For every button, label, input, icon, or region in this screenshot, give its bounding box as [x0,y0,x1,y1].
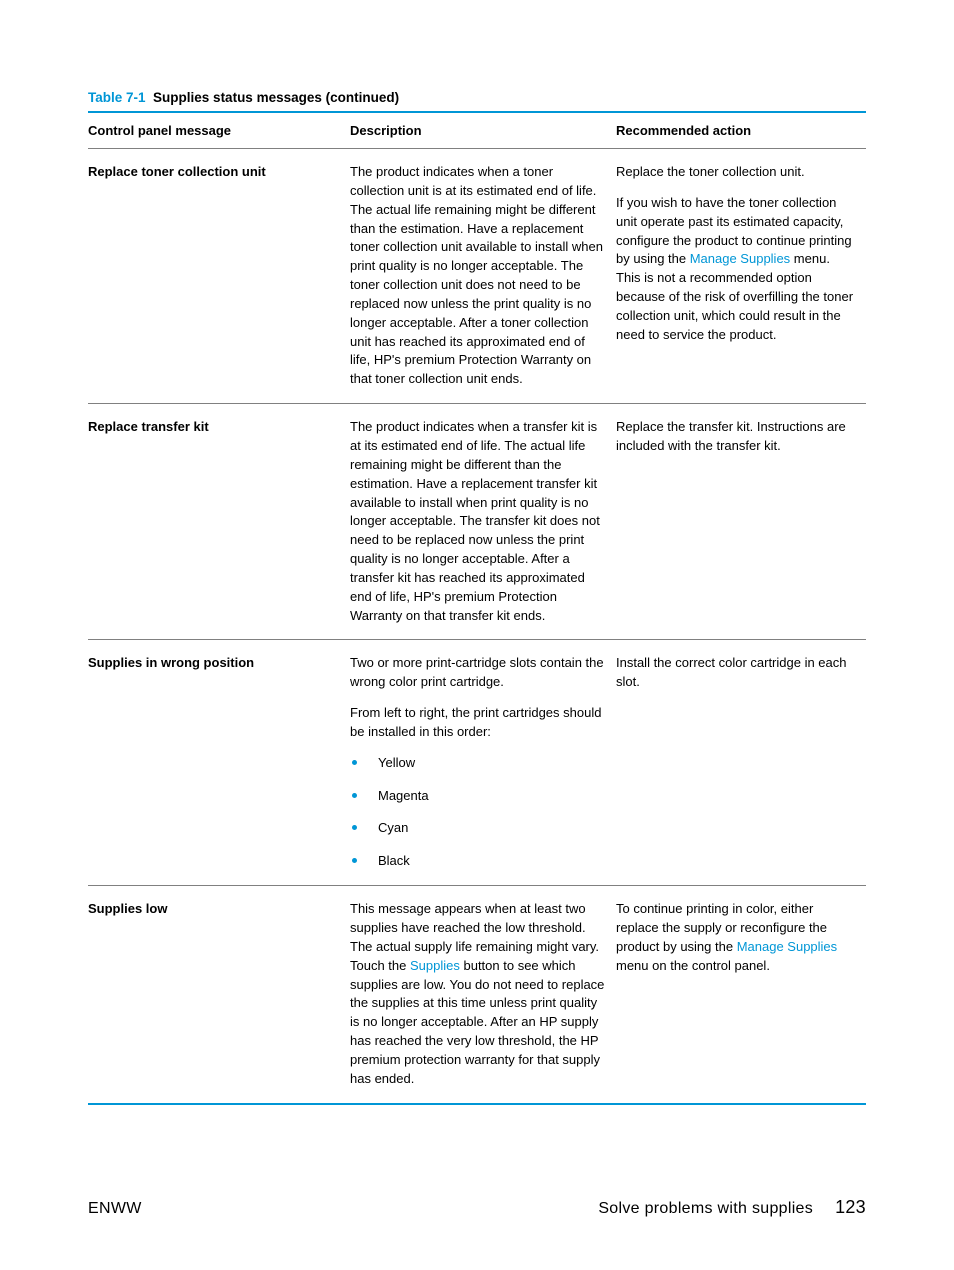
paragraph: To continue printing in color, either re… [616,900,856,975]
table-row: Supplies lowThis message appears when at… [88,886,866,1104]
bullet-list: Yellow Magenta Cyan Black [350,754,606,871]
text-run: From left to right, the print cartridges… [350,705,601,739]
text-run: menu on the control panel. [616,958,770,973]
col-recommended-action: Recommended action [616,112,866,149]
text-run: The product indicates when a toner colle… [350,164,603,386]
cell-description: This message appears when at least two s… [350,886,616,1104]
footer-section-title: Solve problems with supplies [598,1200,813,1218]
paragraph: If you wish to have the toner collection… [616,194,856,345]
paragraph: The product indicates when a transfer ki… [350,418,606,625]
supplies-status-table: Control panel message Description Recomm… [88,111,866,1105]
paragraph: The product indicates when a toner colle… [350,163,606,389]
text-run: Replace the toner collection unit. [616,164,805,179]
paragraph: From left to right, the print cartridges… [350,704,606,742]
list-item: Cyan [350,819,606,838]
page: Table 7-1 Supplies status messages (cont… [0,0,954,1270]
table-header-row: Control panel message Description Recomm… [88,112,866,149]
inline-link[interactable]: Manage Supplies [690,251,790,266]
list-item: Magenta [350,787,606,806]
table-number: Table 7-1 [88,90,146,105]
inline-link[interactable]: Manage Supplies [737,939,837,954]
table-row: Supplies in wrong positionTwo or more pr… [88,640,866,886]
footer-left: ENWW [88,1200,142,1218]
text-run: The product indicates when a transfer ki… [350,419,600,622]
table-caption: Table 7-1 Supplies status messages (cont… [88,90,866,105]
text-run: Two or more print-cartridge slots contai… [350,655,604,689]
cell-description: Two or more print-cartridge slots contai… [350,640,616,886]
table-body: Replace toner collection unitThe product… [88,149,866,1104]
text-run: Replace the transfer kit. Instructions a… [616,419,846,453]
cell-action: Replace the toner collection unit. If you… [616,149,866,404]
cell-message: Supplies in wrong position [88,640,350,886]
cell-action: Replace the transfer kit. Instructions a… [616,404,866,640]
list-item: Yellow [350,754,606,773]
list-item: Black [350,852,606,871]
paragraph: Two or more print-cartridge slots contai… [350,654,606,692]
cell-message: Supplies low [88,886,350,1104]
inline-link[interactable]: Supplies [410,958,460,973]
table-title: Supplies status messages (continued) [153,90,399,105]
table-row: Replace transfer kitThe product indicate… [88,404,866,640]
paragraph: Replace the toner collection unit. [616,163,856,182]
text-run: Install the correct color cartridge in e… [616,655,847,689]
cell-action: To continue printing in color, either re… [616,886,866,1104]
paragraph: Replace the transfer kit. Instructions a… [616,418,856,456]
col-control-panel-message: Control panel message [88,112,350,149]
page-footer: ENWW Solve problems with supplies 123 [88,1197,866,1218]
cell-message: Replace transfer kit [88,404,350,640]
cell-description: The product indicates when a toner colle… [350,149,616,404]
paragraph: Install the correct color cartridge in e… [616,654,856,692]
cell-action: Install the correct color cartridge in e… [616,640,866,886]
paragraph: This message appears when at least two s… [350,900,606,1088]
col-description: Description [350,112,616,149]
text-run: button to see which supplies are low. Yo… [350,958,604,1086]
cell-message: Replace toner collection unit [88,149,350,404]
table-row: Replace toner collection unitThe product… [88,149,866,404]
page-number: 123 [835,1197,866,1218]
cell-description: The product indicates when a transfer ki… [350,404,616,640]
